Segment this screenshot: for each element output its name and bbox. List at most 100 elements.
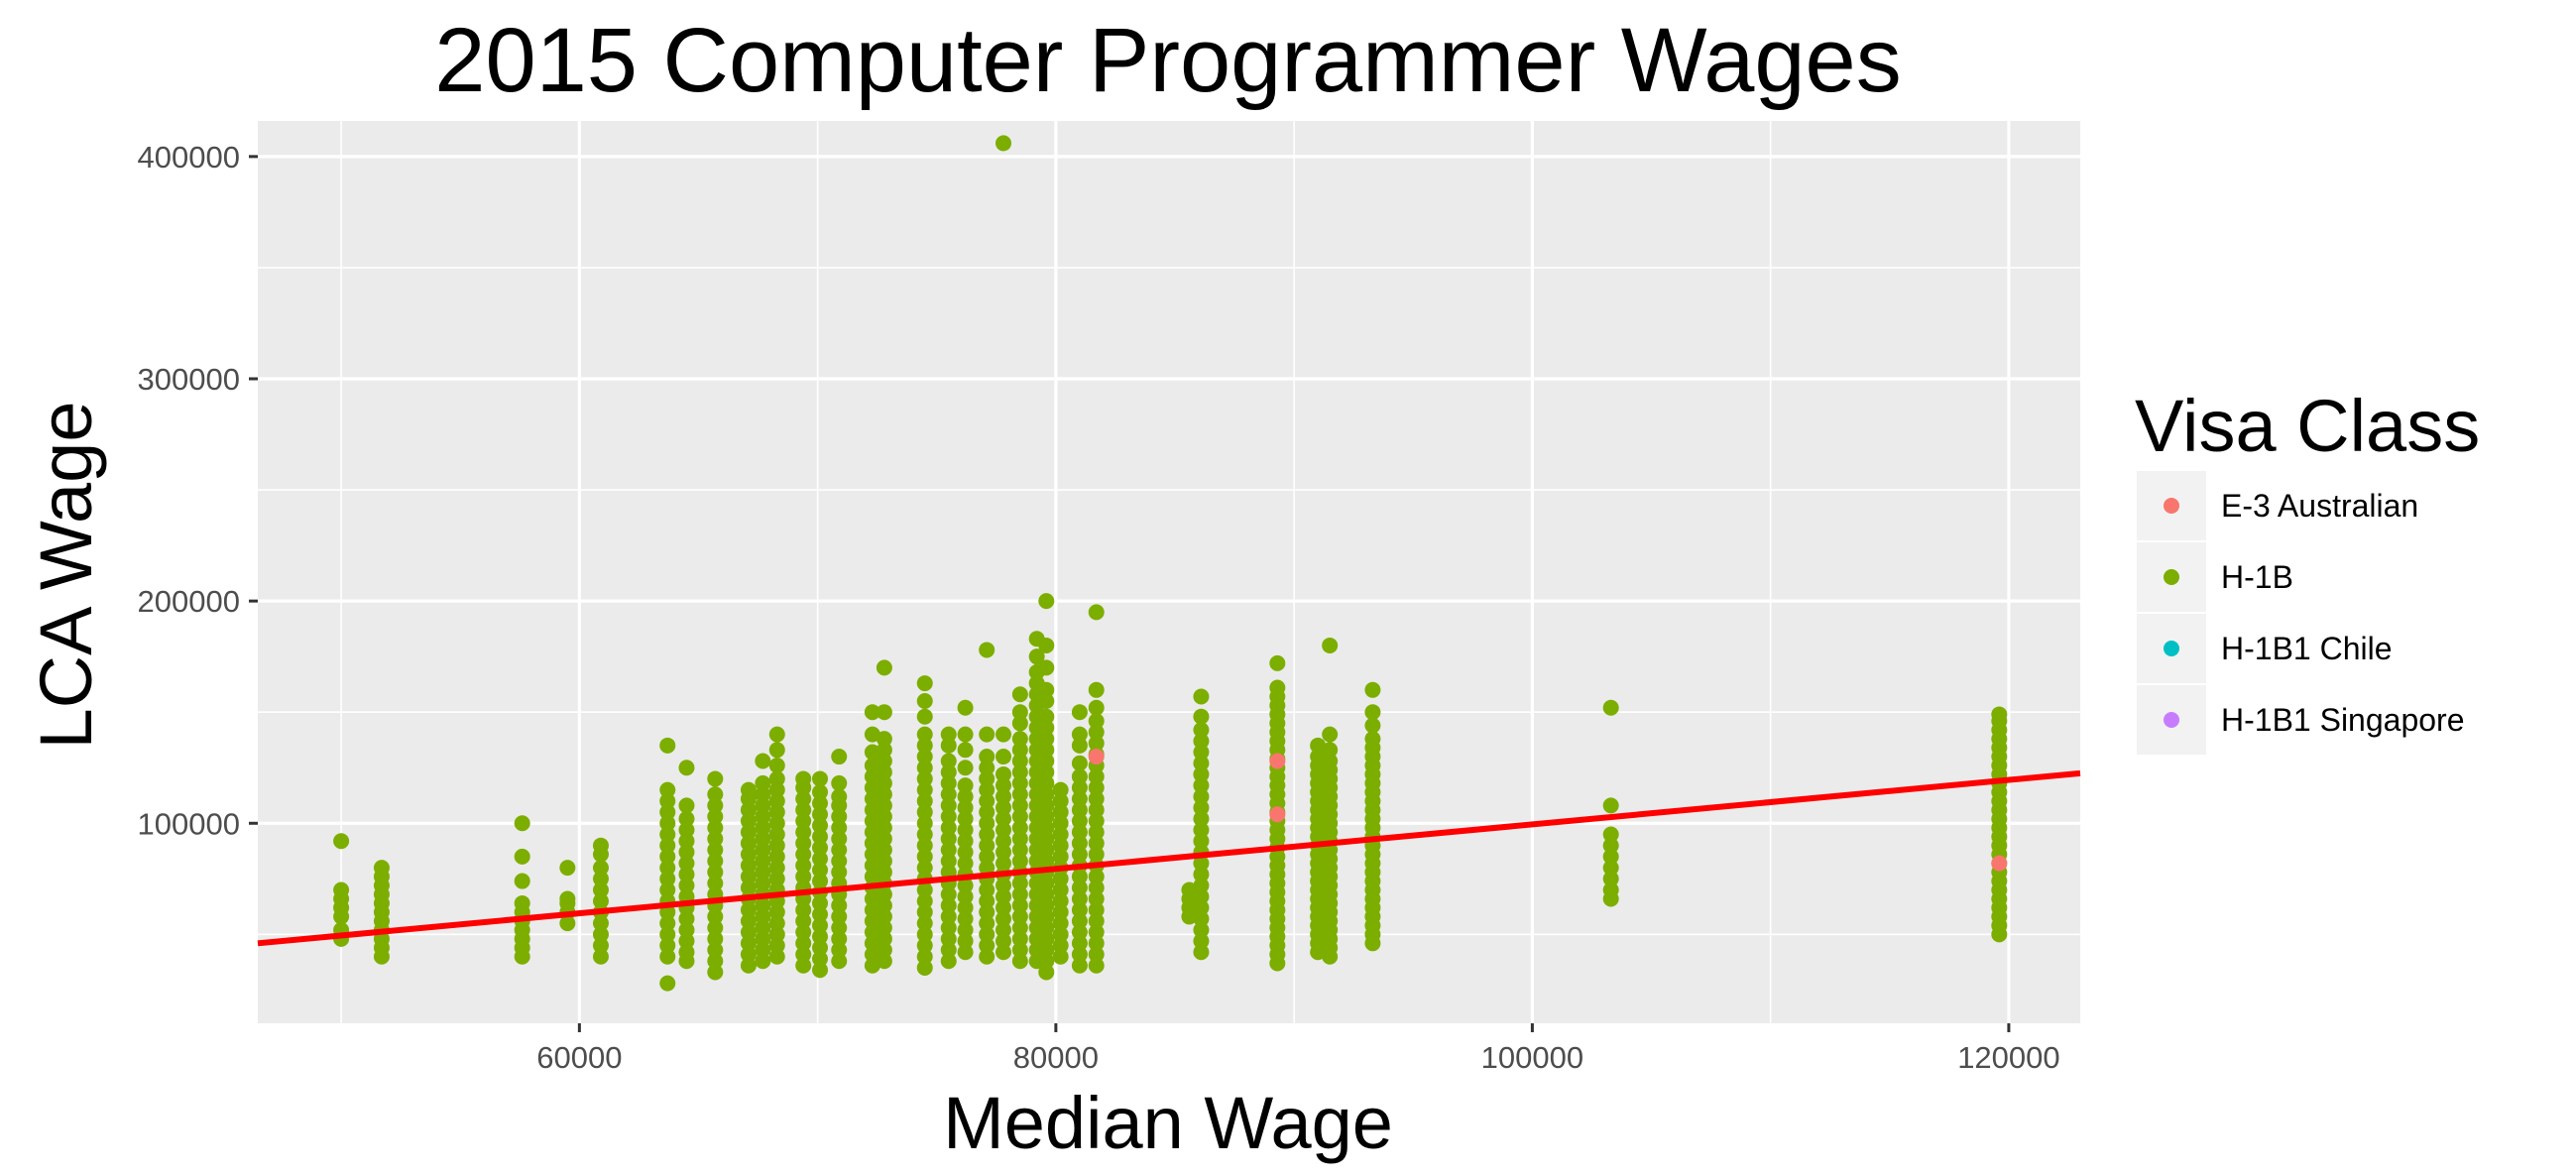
data-point xyxy=(812,917,829,934)
data-point xyxy=(812,906,829,923)
data-point xyxy=(1038,819,1055,836)
data-point xyxy=(707,930,724,947)
data-point xyxy=(1088,912,1105,929)
data-point xyxy=(707,830,724,847)
data-point xyxy=(795,770,812,787)
data-point xyxy=(876,842,892,859)
data-point xyxy=(1193,708,1210,725)
legend-entry-label: H-1B xyxy=(2221,559,2293,595)
data-point xyxy=(1088,790,1105,807)
data-point xyxy=(740,924,757,941)
data-point xyxy=(940,808,957,825)
data-point xyxy=(1011,830,1028,847)
data-point xyxy=(740,813,757,830)
data-point xyxy=(864,912,880,929)
data-point xyxy=(768,742,785,759)
data-point xyxy=(1011,919,1028,936)
data-point xyxy=(1602,797,1619,814)
data-point xyxy=(1011,819,1028,836)
data-point xyxy=(1088,880,1105,896)
data-point xyxy=(1038,842,1055,859)
data-point xyxy=(1088,957,1105,974)
data-point xyxy=(916,937,933,954)
data-point xyxy=(876,753,892,769)
data-point xyxy=(957,788,974,805)
data-point xyxy=(864,869,880,885)
x-axis-label: Median Wage xyxy=(943,1082,1393,1164)
data-point xyxy=(1071,901,1088,918)
data-point xyxy=(755,897,771,914)
data-point xyxy=(876,930,892,947)
data-point xyxy=(1322,637,1339,653)
data-point xyxy=(678,760,695,776)
x-tick-label: 120000 xyxy=(1957,1040,2059,1075)
data-point xyxy=(1088,749,1105,765)
data-point xyxy=(864,744,880,761)
data-point xyxy=(659,915,676,932)
data-point xyxy=(979,804,995,821)
data-point xyxy=(795,857,812,874)
data-point xyxy=(1193,744,1210,761)
data-point xyxy=(957,888,974,905)
legend-entries: E-3 Australian H-1B H-1B1 Chile H-1B1 Singa… xyxy=(2137,471,2464,755)
data-point xyxy=(707,853,724,870)
data-point xyxy=(1193,833,1210,850)
data-point xyxy=(864,704,880,721)
data-point xyxy=(659,848,676,865)
data-point xyxy=(1011,808,1028,825)
data-point xyxy=(1038,964,1055,981)
data-point xyxy=(768,758,785,773)
data-point xyxy=(1181,882,1198,898)
data-point xyxy=(1071,813,1088,830)
data-point xyxy=(592,937,609,954)
x-tick-label: 80000 xyxy=(1013,1040,1099,1075)
data-point xyxy=(678,933,695,950)
data-point xyxy=(864,901,880,918)
data-point xyxy=(864,779,880,796)
data-point xyxy=(1269,806,1286,823)
data-point xyxy=(678,910,695,927)
data-point xyxy=(957,910,974,927)
data-point xyxy=(1310,749,1327,765)
data-point xyxy=(812,839,829,856)
data-point xyxy=(1011,786,1028,803)
data-point xyxy=(659,926,676,943)
data-point xyxy=(864,846,880,863)
data-point xyxy=(795,935,812,952)
data-point xyxy=(1011,797,1028,814)
data-point xyxy=(1011,953,1028,970)
data-point xyxy=(995,765,1012,782)
data-point xyxy=(1088,735,1105,752)
data-point xyxy=(1269,753,1286,769)
data-point xyxy=(1052,903,1069,920)
data-point xyxy=(559,890,576,907)
data-point xyxy=(707,942,724,959)
data-point xyxy=(1071,779,1088,796)
data-point xyxy=(940,737,957,754)
data-point xyxy=(995,833,1012,850)
data-point xyxy=(707,864,724,881)
data-point xyxy=(678,921,695,938)
data-point xyxy=(1088,935,1105,952)
data-point xyxy=(995,921,1012,938)
data-point xyxy=(659,781,676,798)
data-point xyxy=(1364,717,1381,734)
data-point xyxy=(707,908,724,925)
data-point xyxy=(876,864,892,881)
data-point xyxy=(876,764,892,780)
data-point xyxy=(740,781,757,798)
data-point xyxy=(957,810,974,827)
legend-entry: H-1B1 Singapore xyxy=(2137,685,2464,755)
data-point xyxy=(831,749,848,765)
data-point xyxy=(979,848,995,865)
data-point xyxy=(755,842,771,859)
data-point xyxy=(940,726,957,743)
data-point xyxy=(979,826,995,843)
data-point xyxy=(916,760,933,776)
data-point xyxy=(795,924,812,941)
data-point xyxy=(768,781,785,798)
data-point xyxy=(1602,848,1619,865)
data-point xyxy=(979,860,995,877)
data-point xyxy=(795,790,812,807)
data-point xyxy=(1011,774,1028,791)
